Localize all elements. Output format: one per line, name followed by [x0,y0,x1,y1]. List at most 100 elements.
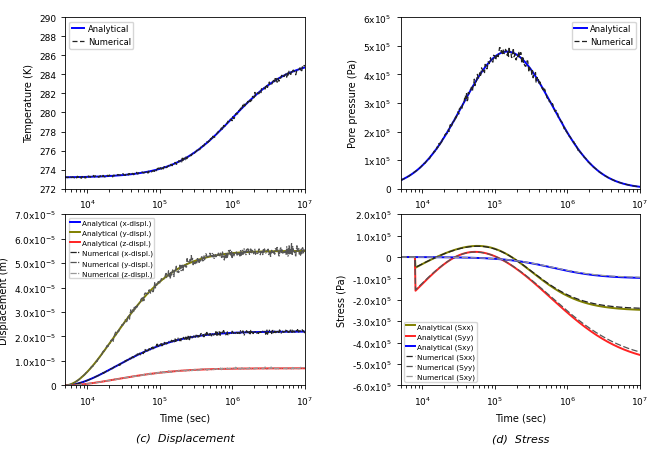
Analytical (Sxy) [569,269,577,275]
Analytical (x-displ.) [90,375,98,381]
Line: Numerical (Sxx): Numerical (Sxx) [400,246,640,308]
Numerical (Sxx) [396,255,404,260]
Numerical (Sxx) [571,296,579,301]
Numerical (Sxx) [475,244,483,250]
Text: (b)  Pore pressure: (b) Pore pressure [470,237,570,247]
Numerical (Sxx) [473,244,481,249]
Numerical (Syy) [475,250,483,255]
Line: Analytical: Analytical [400,52,640,187]
Y-axis label: Stress (Pa): Stress (Pa) [336,274,346,326]
Numerical (y-displ.) [156,279,164,284]
Analytical [234,110,242,116]
Line: Analytical (Syy): Analytical (Syy) [400,252,640,355]
Numerical (Sxx) [570,295,578,301]
Numerical (Sxy) [569,269,577,274]
Numerical [571,142,579,147]
Numerical (Sxy) [396,255,404,260]
Line: Analytical (y-displ.): Analytical (y-displ.) [66,252,305,386]
Numerical (Syy) [571,315,579,320]
Numerical [213,132,221,138]
Analytical (Sxx) [636,308,644,313]
Numerical [157,166,165,171]
Analytical [301,66,309,71]
Analytical (Syy) [570,316,578,321]
Numerical [636,185,644,190]
Numerical [548,103,556,108]
Numerical [492,58,500,64]
Numerical (Sxx) [636,306,644,311]
Numerical [300,63,308,69]
Numerical (z-displ.) [235,365,243,371]
Numerical (Sxy) [475,256,483,261]
Analytical [425,156,433,162]
Analytical [475,75,483,80]
Legend: Analytical, Numerical: Analytical, Numerical [69,22,133,50]
Line: Numerical (z-displ.): Numerical (z-displ.) [66,367,305,386]
Analytical (Sxx) [571,297,579,302]
Analytical (z-displ.) [301,366,309,371]
Analytical (x-displ.) [156,343,164,348]
Analytical (y-displ.) [212,253,220,258]
Analytical (Sxx) [475,244,483,249]
Numerical [425,157,433,162]
Analytical [571,143,579,148]
Analytical (x-displ.) [212,331,220,337]
Analytical (Sxy) [475,256,483,261]
Analytical [139,170,147,176]
X-axis label: Time (sec): Time (sec) [495,216,546,226]
Analytical (Sxy) [636,275,644,281]
Numerical [235,108,243,114]
Line: Analytical: Analytical [65,68,305,178]
Analytical (z-displ.) [156,370,164,375]
Analytical (y-displ.) [90,362,98,367]
Line: Numerical (Sxy): Numerical (Sxy) [400,257,640,278]
Line: Numerical (y-displ.): Numerical (y-displ.) [66,243,305,386]
Line: Numerical: Numerical [65,66,305,179]
Numerical (Syy) [570,314,578,319]
Analytical (Sxy) [425,255,433,260]
Analytical (x-displ.) [235,330,243,336]
Numerical (x-displ.) [234,331,242,336]
Analytical [235,109,243,114]
Analytical [90,174,98,180]
Analytical (Sxy) [396,255,404,260]
Numerical (Syy) [396,255,404,260]
Analytical [61,175,69,181]
Numerical (Syy) [425,274,433,280]
Line: Numerical (Syy): Numerical (Syy) [400,252,640,352]
Analytical (x-displ.) [301,329,309,335]
Numerical [301,64,309,69]
Numerical (Syy) [492,254,500,260]
Analytical (Sxx) [425,258,433,263]
Numerical (z-displ.) [156,370,164,376]
Analytical [492,55,500,60]
Numerical (Syy) [471,250,479,255]
Numerical (Sxy) [425,255,433,260]
Numerical (z-displ.) [234,365,242,371]
Numerical [91,175,99,180]
Legend: Analytical (x-displ.), Analytical (y-displ.), Analytical (z-displ.), Numerical (: Analytical (x-displ.), Analytical (y-dis… [69,218,154,279]
Analytical (Syy) [396,255,404,260]
Analytical (y-displ.) [301,249,309,254]
Numerical (Syy) [548,295,556,301]
Numerical (x-displ.) [212,329,220,335]
Analytical (Sxx) [473,244,481,249]
Analytical (z-displ.) [235,366,243,371]
Numerical (z-displ.) [301,365,309,371]
Analytical (Sxy) [571,270,579,275]
Numerical (x-displ.) [90,375,98,381]
Legend: Analytical (Sxx), Analytical (Syy), Analytical (Sxy), Numerical (Sxx), Numerical: Analytical (Sxx), Analytical (Syy), Anal… [404,322,477,382]
Analytical (Sxx) [548,285,556,290]
Numerical (Sxy) [492,257,500,262]
Text: (c)  Displacement: (c) Displacement [136,433,234,443]
Line: Numerical (x-displ.): Numerical (x-displ.) [66,330,305,386]
Analytical (Syy) [571,317,579,322]
Analytical (Syy) [548,296,556,302]
Numerical [61,174,69,180]
Analytical (y-displ.) [139,296,147,302]
Y-axis label: Displacement (m): Displacement (m) [0,257,8,344]
Numerical (Sxx) [492,247,500,252]
Line: Analytical (x-displ.): Analytical (x-displ.) [66,332,305,386]
Text: (a)  Temperature: (a) Temperature [138,237,232,247]
Y-axis label: Temperature (K): Temperature (K) [24,64,33,143]
